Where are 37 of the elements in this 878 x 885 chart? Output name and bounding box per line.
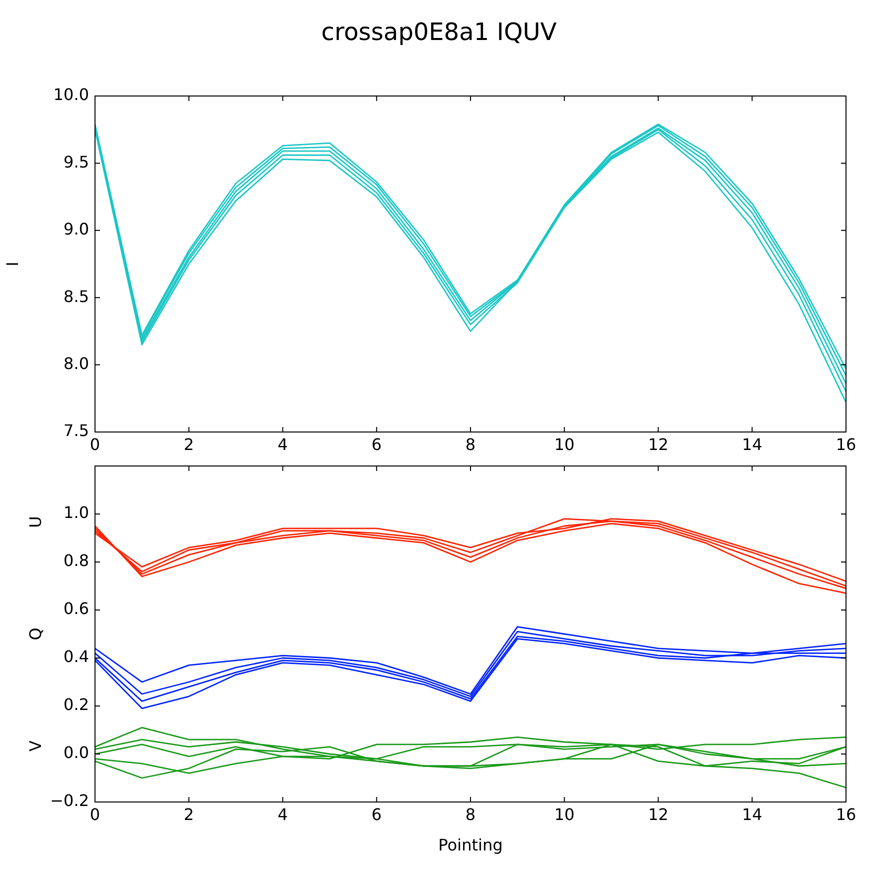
- y-tick-label: 9.5: [64, 152, 89, 172]
- y-tick-label: 0.4: [64, 647, 89, 666]
- y-tick-label: 0.0: [64, 743, 89, 762]
- y-tick-label: 8.0: [64, 354, 89, 373]
- x-tick-label: 6: [372, 804, 382, 824]
- y-tick-label: 0.6: [64, 599, 89, 618]
- x-tick-label: 8: [465, 804, 476, 824]
- x-tick-label: 16: [836, 434, 856, 454]
- x-tick-label: 10: [554, 434, 575, 454]
- x-tick-label: 8: [465, 434, 476, 454]
- x-tick-label: 2: [184, 804, 194, 824]
- x-tick-label: 16: [836, 804, 856, 824]
- y-tick-label: 1.0: [64, 503, 89, 522]
- y-tick-label: 7.5: [64, 421, 89, 440]
- x-tick-label: 4: [278, 804, 288, 824]
- x-tick-label: 12: [648, 804, 668, 824]
- x-axis-title: Pointing: [438, 836, 503, 855]
- x-tick-label: 14: [742, 434, 762, 454]
- chart-title: crossap0E8a1 IQUV: [320, 18, 558, 46]
- x-tick-label: 12: [648, 434, 668, 454]
- x-tick-label: 14: [742, 804, 762, 824]
- text: V: [26, 740, 46, 752]
- y-tick-label: 8.5: [64, 286, 89, 306]
- text: U: [26, 516, 46, 528]
- x-tick-label: 10: [554, 804, 575, 824]
- y-tick-label: 0.2: [64, 695, 89, 714]
- x-tick-label: 4: [278, 434, 288, 454]
- y-tick-label: −0.2: [50, 791, 89, 810]
- y-tick-label: 10.0: [53, 85, 89, 104]
- x-tick-label: 0: [90, 804, 100, 824]
- y-tick-label: 0.8: [64, 551, 89, 570]
- x-tick-label: 0: [90, 434, 100, 454]
- text: Q: [26, 628, 46, 640]
- x-tick-label: 6: [372, 434, 382, 454]
- y-axis-title: I: [2, 262, 22, 266]
- x-tick-label: 2: [184, 434, 194, 454]
- y-tick-label: 9.0: [64, 220, 89, 239]
